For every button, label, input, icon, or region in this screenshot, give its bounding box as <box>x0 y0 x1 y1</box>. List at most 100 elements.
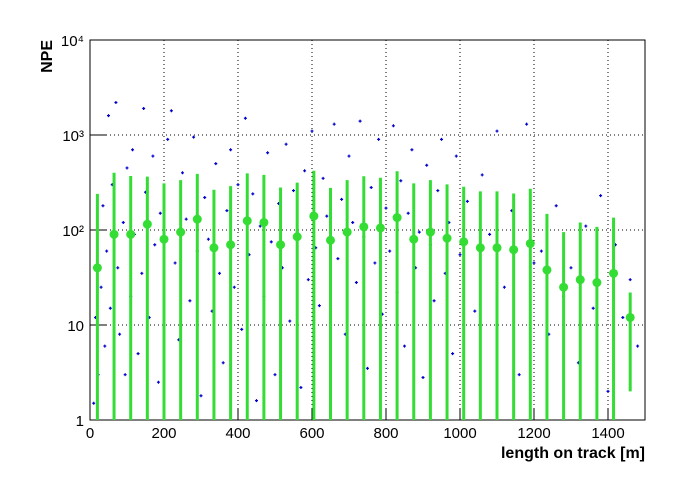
scatter-point <box>232 285 236 289</box>
scatter-point <box>123 373 127 377</box>
scatter-point <box>554 204 558 208</box>
profile-point <box>342 227 352 237</box>
scatter-point <box>288 319 292 323</box>
scatter-point <box>621 315 625 319</box>
scatter-point <box>366 366 369 370</box>
profile-point <box>409 234 419 244</box>
scatter-point <box>229 148 233 152</box>
scatter-point <box>454 154 458 158</box>
x-tick-label: 0 <box>86 425 94 442</box>
scatter-point <box>517 373 521 377</box>
scatter-point <box>203 195 207 199</box>
scatter-point <box>358 119 362 123</box>
profile-point <box>126 229 136 239</box>
scatter-point <box>502 285 506 289</box>
scatter-point <box>488 232 492 236</box>
scatter-point <box>299 385 303 389</box>
profile-point <box>292 232 302 242</box>
scatter-point <box>199 394 203 398</box>
scatter-point <box>108 306 112 310</box>
scatter-point <box>354 281 358 285</box>
y-axis-title: NPE <box>39 40 56 73</box>
scatter-point <box>103 344 107 348</box>
scatter-point <box>347 154 351 158</box>
profile-point <box>92 263 102 273</box>
x-tick-label: 800 <box>373 425 398 442</box>
scatter-point <box>417 230 421 234</box>
scatter-point <box>310 129 314 133</box>
scatter-point <box>118 332 122 336</box>
profile-point <box>176 227 186 237</box>
y-tick-label: 10³ <box>62 128 84 145</box>
scatter-point <box>628 278 632 282</box>
scatter-point <box>192 135 196 139</box>
scatter-point <box>255 399 258 403</box>
scatter-point <box>221 361 225 365</box>
scatter-point <box>325 214 329 218</box>
scatter-point <box>636 344 640 348</box>
profile-point <box>525 239 535 249</box>
scatter-point <box>99 285 103 289</box>
scatter-point <box>539 249 543 253</box>
scatter-point <box>465 199 469 203</box>
scatter-point <box>173 261 177 265</box>
scatter-point <box>391 124 395 128</box>
scatter-point <box>410 148 414 152</box>
scatter-point <box>403 344 406 348</box>
x-tick-label: 400 <box>225 425 250 442</box>
scatter-point <box>236 183 240 187</box>
y-tick-label: 1 <box>76 413 84 430</box>
profile-point <box>226 240 236 250</box>
profile-point <box>159 234 169 244</box>
scatter-point <box>321 176 325 180</box>
x-tick-label: 1000 <box>443 425 476 442</box>
scatter-point <box>184 217 188 221</box>
scatter-point <box>214 162 218 166</box>
scatter-point <box>606 389 610 393</box>
profile-point <box>276 240 286 250</box>
scatter-point <box>436 189 440 193</box>
scatter-point <box>243 116 247 120</box>
scatter-point <box>188 299 192 303</box>
scatter-point <box>169 109 173 113</box>
scatter-point <box>142 107 146 111</box>
scatter-point <box>388 249 392 253</box>
scatter-point <box>336 257 340 261</box>
profile-point <box>259 217 269 227</box>
scatter-point <box>225 209 229 213</box>
scatter-point <box>240 327 244 331</box>
scatter-point <box>153 243 157 247</box>
scatter-point <box>136 352 140 356</box>
profile-point <box>326 235 335 245</box>
profile-point <box>142 219 152 229</box>
scatter-point <box>369 186 373 190</box>
scatter-point <box>406 211 410 215</box>
plot-area <box>92 100 640 420</box>
scatter-point <box>495 129 499 133</box>
scatter-point <box>140 271 144 275</box>
profile-point <box>375 223 385 233</box>
profile-point <box>492 243 502 253</box>
y-tick-label: 10⁴ <box>61 33 84 50</box>
scatter-point <box>166 137 170 141</box>
scatter-point <box>114 100 118 104</box>
profile-point <box>625 312 635 322</box>
y-tick-label: 10 <box>67 318 84 335</box>
scatter-point <box>351 220 355 224</box>
scatter-point <box>532 261 536 265</box>
scatter-point <box>269 240 273 244</box>
scatter-point <box>273 373 277 377</box>
profile-point <box>459 237 469 247</box>
scatter-point <box>105 249 109 253</box>
profile-point <box>209 243 219 253</box>
scatter-point <box>473 309 477 313</box>
profile-point <box>242 216 252 226</box>
x-tick-label: 1400 <box>591 425 624 442</box>
profile-point <box>592 278 602 288</box>
scatter-point <box>525 122 529 126</box>
profile-point <box>542 265 552 275</box>
scatter-point <box>384 206 388 210</box>
scatter-point <box>306 278 310 282</box>
profile-point <box>442 233 452 243</box>
